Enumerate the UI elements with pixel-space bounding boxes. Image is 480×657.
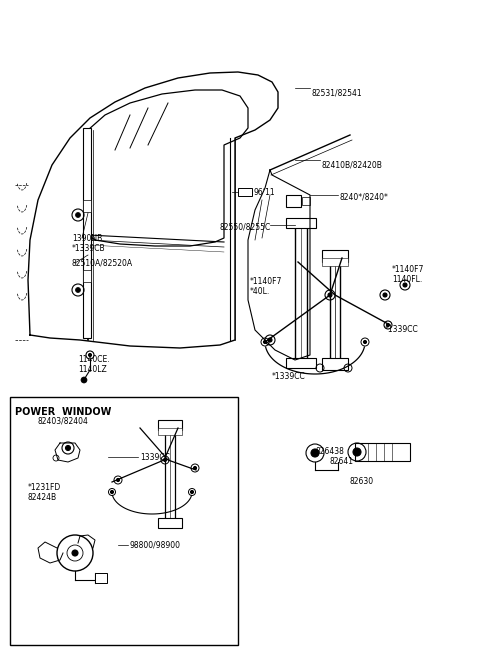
Circle shape <box>110 491 113 493</box>
Circle shape <box>311 449 319 457</box>
Bar <box>158 428 182 435</box>
Text: 82403/82404: 82403/82404 <box>38 417 89 426</box>
Text: 82410B/82420B: 82410B/82420B <box>322 160 383 169</box>
Bar <box>302 197 310 205</box>
Text: 8240*/8240*: 8240*/8240* <box>340 192 389 201</box>
Circle shape <box>264 340 266 344</box>
Circle shape <box>328 293 332 297</box>
Bar <box>165 425 175 525</box>
Bar <box>83 128 91 338</box>
Circle shape <box>383 293 387 297</box>
Bar <box>286 218 316 228</box>
Text: *40L.: *40L. <box>250 287 270 296</box>
Text: 1339CC: 1339CC <box>140 453 170 462</box>
Text: POWER  WINDOW: POWER WINDOW <box>15 407 111 417</box>
Circle shape <box>268 338 272 342</box>
Circle shape <box>117 478 120 482</box>
Circle shape <box>164 459 167 461</box>
Circle shape <box>403 283 407 287</box>
Circle shape <box>193 466 196 470</box>
Text: 98800/98900: 98800/98900 <box>130 541 181 550</box>
Bar <box>286 358 316 368</box>
Text: 826438: 826438 <box>315 447 344 456</box>
Text: *1140F7: *1140F7 <box>392 265 424 274</box>
Text: 1140FL.: 1140FL. <box>392 275 422 284</box>
Bar <box>158 420 182 430</box>
Text: 1390NB: 1390NB <box>72 234 102 243</box>
Text: *1339CC: *1339CC <box>385 325 419 334</box>
Circle shape <box>386 323 389 327</box>
Text: *1140F7: *1140F7 <box>250 277 282 286</box>
Text: 82550/8255C: 82550/8255C <box>220 222 271 231</box>
Text: 96’11: 96’11 <box>254 188 276 197</box>
Text: 82424B: 82424B <box>28 493 57 502</box>
Bar <box>322 258 348 266</box>
Bar <box>355 443 410 461</box>
Circle shape <box>75 288 81 292</box>
Circle shape <box>81 377 87 383</box>
Bar <box>330 255 340 365</box>
Circle shape <box>353 448 361 456</box>
Text: 1140LZ: 1140LZ <box>78 365 107 374</box>
Circle shape <box>72 550 78 556</box>
Circle shape <box>363 340 367 344</box>
Text: 82641: 82641 <box>330 457 354 466</box>
Text: 82510A/82520A: 82510A/82520A <box>72 259 133 268</box>
Circle shape <box>88 353 92 357</box>
Bar <box>238 188 252 196</box>
Text: *1339CB: *1339CB <box>72 244 106 253</box>
Bar <box>95 573 107 583</box>
Circle shape <box>191 491 193 493</box>
Bar <box>83 200 91 212</box>
Bar <box>286 195 301 207</box>
Text: 1140CE.: 1140CE. <box>78 355 109 364</box>
Bar <box>295 220 307 365</box>
Text: 82630: 82630 <box>350 477 374 486</box>
Bar <box>322 358 348 370</box>
Bar <box>322 250 348 262</box>
Circle shape <box>65 445 71 451</box>
Circle shape <box>75 212 81 217</box>
Bar <box>83 270 91 282</box>
Bar <box>158 518 182 528</box>
Text: *1231FD: *1231FD <box>28 483 61 492</box>
Text: 82531/82541: 82531/82541 <box>312 88 362 97</box>
Bar <box>10 397 238 645</box>
Text: *1339CC: *1339CC <box>272 372 306 381</box>
